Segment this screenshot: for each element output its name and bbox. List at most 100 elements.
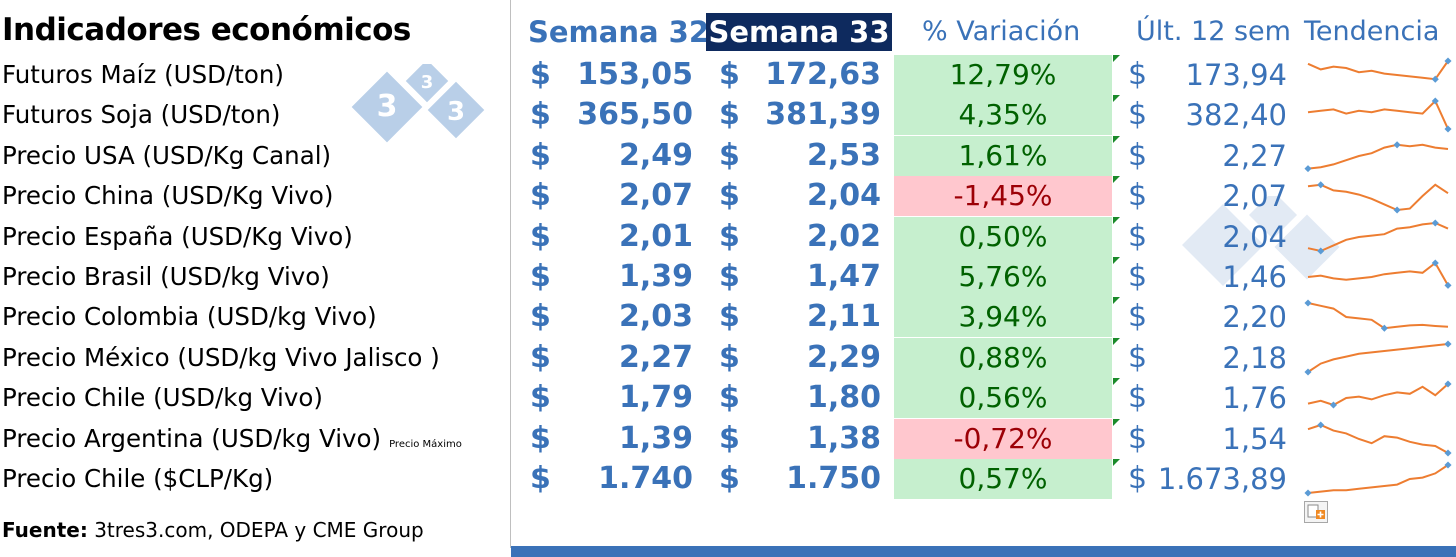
row-label: Precio Chile ($CLP/Kg) bbox=[2, 459, 273, 499]
currency-symbol: $ bbox=[1128, 57, 1148, 92]
currency-symbol: $ bbox=[1128, 178, 1148, 213]
note-max-price: Precio Máximo bbox=[389, 439, 462, 450]
row-label: Precio Argentina (USD/kg Vivo) Precio Máx… bbox=[2, 419, 462, 459]
currency-symbol: $ bbox=[530, 97, 551, 132]
sparkline-marker bbox=[1304, 299, 1312, 307]
week32-value: 2,01 bbox=[618, 219, 693, 254]
last12-value: 2,07 bbox=[1222, 179, 1287, 213]
trend-sparkline bbox=[1304, 461, 1452, 497]
week33-value: 1,47 bbox=[806, 259, 881, 294]
sparkline-line bbox=[1307, 343, 1449, 373]
variation-cell: 0,56% bbox=[894, 378, 1112, 418]
week33-value: 2,29 bbox=[806, 340, 881, 375]
last12-value: 2,04 bbox=[1222, 220, 1287, 254]
currency-symbol: $ bbox=[719, 421, 740, 456]
row-label-text: Precio España (USD/Kg Vivo) bbox=[2, 222, 353, 251]
currency-symbol: $ bbox=[530, 299, 551, 334]
source-label: Fuente: bbox=[2, 518, 88, 542]
currency-symbol: $ bbox=[1128, 219, 1148, 254]
currency-symbol: $ bbox=[530, 421, 551, 456]
currency-symbol: $ bbox=[1128, 340, 1148, 375]
week32-value: 2,49 bbox=[618, 138, 693, 173]
variation-cell: 0,57% bbox=[894, 459, 1112, 499]
last12-value: 1,46 bbox=[1222, 260, 1287, 294]
week32-value: 153,05 bbox=[577, 57, 693, 92]
row-label: Precio USA (USD/Kg Canal) bbox=[2, 136, 331, 176]
sparkline-line bbox=[1307, 221, 1449, 253]
row-label-text: Futuros Maíz (USD/ton) bbox=[2, 60, 284, 89]
currency-symbol: $ bbox=[530, 138, 551, 173]
currency-symbol: $ bbox=[719, 259, 740, 294]
currency-symbol: $ bbox=[1128, 97, 1148, 132]
week32-value: 2,07 bbox=[618, 178, 693, 213]
variation-cell: -0,72% bbox=[894, 419, 1112, 459]
currency-symbol: $ bbox=[530, 57, 551, 92]
cell-flag-marker bbox=[1113, 217, 1120, 224]
currency-symbol: $ bbox=[719, 461, 740, 496]
trend-sparkline bbox=[1304, 141, 1449, 173]
logo-digit: 3 bbox=[447, 97, 465, 127]
row-label-text: Precio Brasil (USD/kg Vivo) bbox=[2, 262, 330, 291]
week32-value: 365,50 bbox=[577, 97, 693, 132]
row-label: Precio Brasil (USD/kg Vivo) bbox=[2, 257, 330, 297]
variation-cell: 4,35% bbox=[894, 95, 1112, 135]
last12-value: 173,94 bbox=[1185, 58, 1287, 92]
cell-flag-marker bbox=[1113, 95, 1120, 102]
row-label: Precio Colombia (USD/kg Vivo) bbox=[2, 297, 377, 337]
sparkline-line bbox=[1307, 302, 1449, 330]
header-week32: Semana 32 bbox=[528, 15, 710, 49]
currency-symbol: $ bbox=[719, 299, 740, 334]
row-label: Precio Chile (USD/kg Vivo) bbox=[2, 378, 323, 418]
sparkline-marker bbox=[1317, 247, 1325, 255]
trend-sparkline bbox=[1307, 259, 1452, 289]
trend-sparkline bbox=[1307, 380, 1452, 409]
logo-digit: 3 bbox=[421, 72, 434, 93]
currency-symbol: $ bbox=[719, 97, 740, 132]
currency-symbol: $ bbox=[530, 340, 551, 375]
last12-value: 2,18 bbox=[1222, 341, 1287, 375]
currency-symbol: $ bbox=[1128, 138, 1148, 173]
variation-cell: 12,79% bbox=[894, 55, 1112, 95]
variation-cell: 1,61% bbox=[894, 136, 1112, 176]
week33-value: 2,02 bbox=[806, 219, 881, 254]
column-divider bbox=[510, 0, 511, 548]
week33-value: 381,39 bbox=[765, 97, 881, 132]
currency-symbol: $ bbox=[719, 178, 740, 213]
row-label-text: Precio Colombia (USD/kg Vivo) bbox=[2, 302, 377, 331]
trend-sparkline bbox=[1307, 181, 1449, 214]
last12-value: 2,20 bbox=[1222, 300, 1287, 334]
variation-cell: 3,94% bbox=[894, 297, 1112, 337]
header-week33: Semana 33 bbox=[706, 13, 892, 51]
paste-options-icon[interactable] bbox=[1304, 501, 1328, 523]
row-label-text: Precio China (USD/Kg Vivo) bbox=[2, 181, 334, 210]
sparkline-marker bbox=[1393, 206, 1401, 214]
week32-value: 1.740 bbox=[598, 461, 693, 496]
cell-flag-marker bbox=[1113, 176, 1120, 183]
row-label-text: Precio Chile (USD/kg Vivo) bbox=[2, 383, 323, 412]
sparkline-marker bbox=[1444, 125, 1452, 133]
sparkline-marker bbox=[1317, 181, 1325, 189]
sparkline-marker bbox=[1304, 165, 1312, 173]
logo-watermark bbox=[1181, 196, 1340, 287]
sparkline-line bbox=[1307, 99, 1449, 130]
week32-value: 1,39 bbox=[618, 421, 693, 456]
currency-symbol: $ bbox=[530, 178, 551, 213]
sparkline-line bbox=[1307, 143, 1449, 170]
header-last12: Últ. 12 sem bbox=[1136, 16, 1291, 47]
currency-symbol: $ bbox=[1128, 380, 1148, 415]
header-trend: Tendencia bbox=[1304, 16, 1440, 47]
last12-value: 382,40 bbox=[1185, 98, 1287, 132]
week32-value: 2,03 bbox=[618, 299, 693, 334]
currency-symbol: $ bbox=[719, 380, 740, 415]
row-label-text: Precio USA (USD/Kg Canal) bbox=[2, 141, 332, 170]
currency-symbol: $ bbox=[1128, 461, 1148, 496]
last12-value: 1.673,89 bbox=[1157, 462, 1287, 496]
trend-sparkline bbox=[1307, 57, 1452, 83]
logo-digit: 3 bbox=[377, 89, 398, 124]
sparkline-line bbox=[1307, 183, 1449, 212]
sparkline-line bbox=[1307, 60, 1449, 81]
week32-value: 2,27 bbox=[618, 340, 693, 375]
row-label-text: Precio Argentina (USD/kg Vivo) bbox=[2, 424, 382, 453]
bottom-bar bbox=[511, 546, 1456, 557]
cell-flag-marker bbox=[1113, 338, 1120, 345]
